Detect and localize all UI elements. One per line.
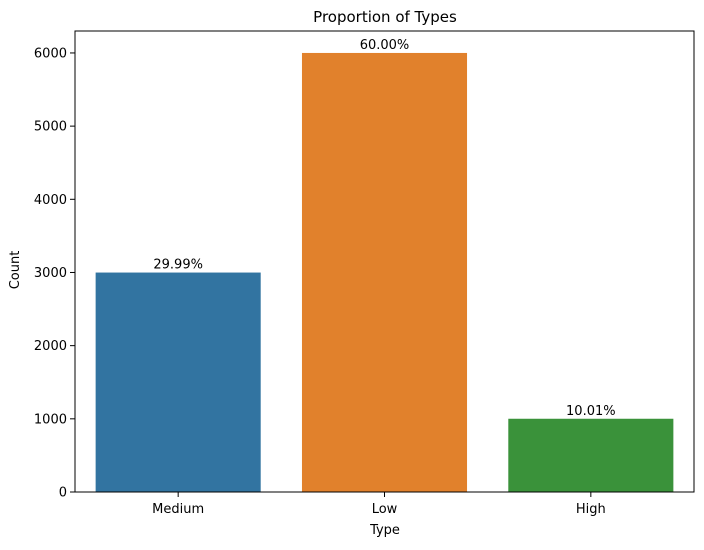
y-tick-label-1000: 1000	[34, 412, 67, 427]
y-axis-title: Count	[8, 251, 23, 290]
x-axis: Medium Low High	[152, 492, 606, 517]
chart-title: Proportion of Types	[313, 8, 457, 26]
y-tick-label-6000: 6000	[34, 46, 67, 61]
data-label-low: 60.00%	[360, 38, 410, 53]
y-tick-label-3000: 3000	[34, 266, 67, 281]
x-tick-label-low: Low	[372, 502, 398, 517]
bar-high	[508, 418, 674, 492]
bars-layer	[95, 52, 674, 492]
x-tick-label-medium: Medium	[152, 502, 204, 517]
y-tick-label-2000: 2000	[34, 339, 67, 354]
x-axis-title: Type	[369, 523, 400, 538]
bar-low	[301, 52, 468, 492]
plot-frame	[74, 30, 695, 493]
y-tick-label-4000: 4000	[34, 193, 67, 208]
data-label-medium: 29.99%	[153, 258, 203, 273]
y-axis: 0 1000 2000 3000 4000 5000 6000	[34, 46, 75, 501]
y-tick-label-5000: 5000	[34, 120, 67, 135]
data-labels-layer: 29.99% 60.00% 10.01%	[153, 38, 615, 419]
data-label-high: 10.01%	[566, 404, 616, 419]
x-tick-label-high: High	[576, 502, 606, 517]
y-tick-label-0: 0	[59, 486, 67, 501]
bar-medium	[95, 272, 261, 492]
